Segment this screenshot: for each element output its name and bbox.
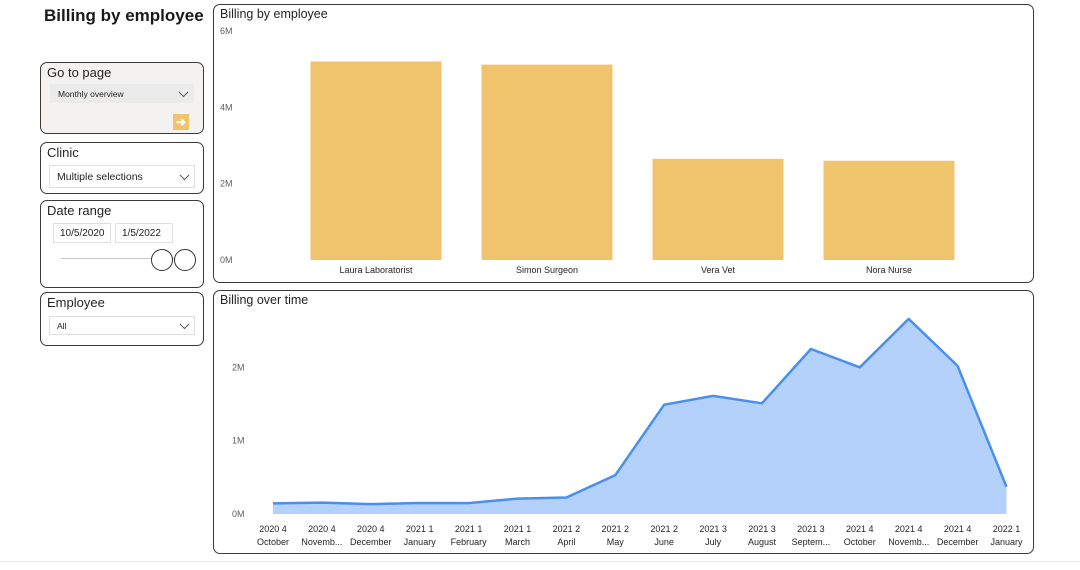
- area-chart-svg: 0M 1M 2M 2020 4 October 2020 4 Novemb... 2020 4…: [232, 317, 1023, 547]
- x-tick-label-period: 2020 4: [308, 524, 336, 534]
- y-tick-label: 2M: [220, 179, 233, 189]
- arrow-right-icon: ➔: [175, 115, 187, 129]
- series-line: [272, 317, 1008, 506]
- page-footer-divider: [0, 561, 1080, 562]
- y-tick-label: 2M: [232, 362, 245, 372]
- x-tick-label-month: January: [404, 537, 437, 547]
- x-tick-label: Laura Laboratorist: [339, 265, 413, 275]
- x-tick-label-month: March: [505, 537, 530, 547]
- x-tick-label-period: 2021 2: [553, 524, 581, 534]
- bar: [652, 158, 784, 260]
- x-tick-label-period: 2020 4: [259, 524, 287, 534]
- x-tick-label-period: 2021 2: [602, 524, 630, 534]
- x-tick-label-period: 2021 4: [846, 524, 874, 534]
- chevron-down-icon: [179, 318, 190, 329]
- bar: [823, 160, 955, 260]
- bar: [481, 64, 613, 260]
- billing-by-employee-chart: Billing by employee 0M 2M 4M 6M Laura Labora…: [213, 4, 1034, 283]
- bar: [310, 61, 442, 261]
- go-to-page-title: Go to page: [47, 65, 112, 80]
- x-tick-label-month: October: [844, 537, 876, 547]
- x-tick-label-period: 2021 4: [895, 524, 923, 534]
- y-tick-label: 0M: [232, 509, 245, 519]
- x-tick-label-month: December: [937, 537, 979, 547]
- go-to-page-button[interactable]: ➔: [173, 114, 189, 130]
- x-tick-label-period: 2021 3: [797, 524, 825, 534]
- x-tick-label-period: 2021 1: [504, 524, 532, 534]
- area-fill: [273, 318, 1007, 514]
- x-tick-label-period: 2021 4: [944, 524, 972, 534]
- employee-dropdown-value: All: [57, 320, 67, 331]
- page-dropdown-value: Monthly overview: [58, 88, 124, 99]
- employee-slicer: Employee All: [40, 292, 204, 346]
- x-tick-label-month: October: [257, 537, 289, 547]
- clinic-title: Clinic: [47, 145, 79, 160]
- clinic-slicer: Clinic Multiple selections: [40, 142, 204, 194]
- x-tick-label-month: Novemb...: [888, 537, 929, 547]
- x-tick-label-period: 2021 1: [406, 524, 434, 534]
- x-tick-label-month: May: [607, 537, 625, 547]
- x-tick-label-month: June: [654, 537, 674, 547]
- end-date-input[interactable]: 1/5/2022: [115, 223, 173, 243]
- x-tick-label-month: January: [990, 537, 1023, 547]
- x-tick-label-month: Novemb...: [301, 537, 342, 547]
- x-tick-label-period: 2022 1: [993, 524, 1021, 534]
- bar-chart-svg: 0M 2M 4M 6M Laura Laboratorist Simon Surgeon V…: [220, 26, 955, 275]
- x-tick-label-month: December: [350, 537, 392, 547]
- y-tick-label: 6M: [220, 26, 233, 36]
- bar-chart-title: Billing by employee: [220, 7, 328, 21]
- y-tick-label: 1M: [232, 436, 245, 446]
- area-chart-title: Billing over time: [220, 293, 309, 307]
- x-tick-label-month: Septem...: [792, 537, 831, 547]
- y-tick-label: 4M: [220, 102, 233, 112]
- employee-title: Employee: [47, 295, 105, 310]
- billing-over-time-chart: Billing over time 0M 1M 2M 2020 4 October 202…: [213, 290, 1034, 554]
- date-slider-end-handle[interactable]: [174, 249, 196, 271]
- page-title: Billing by employee: [44, 6, 204, 25]
- date-range-slicer: Date range 10/5/2020 1/5/2022: [40, 200, 204, 288]
- x-tick-label-month: July: [705, 537, 722, 547]
- x-tick-label-period: 2021 2: [650, 524, 678, 534]
- clinic-dropdown[interactable]: Multiple selections: [49, 165, 195, 188]
- go-to-page-card: Go to page Monthly overview ➔: [40, 62, 204, 134]
- x-tick-label-period: 2021 3: [748, 524, 776, 534]
- x-tick-label: Simon Surgeon: [516, 265, 578, 275]
- x-tick-label: Nora Nurse: [866, 265, 912, 275]
- x-tick-label-month: August: [748, 537, 777, 547]
- employee-dropdown[interactable]: All: [49, 316, 195, 335]
- x-tick-label-month: February: [451, 537, 488, 547]
- start-date-input[interactable]: 10/5/2020: [53, 223, 111, 243]
- x-tick-label-period: 2020 4: [357, 524, 385, 534]
- date-slider-track[interactable]: [61, 258, 181, 259]
- x-tick-label-period: 2021 1: [455, 524, 483, 534]
- x-tick-label-period: 2021 3: [699, 524, 727, 534]
- clinic-dropdown-value: Multiple selections: [57, 170, 143, 183]
- x-tick-label: Vera Vet: [701, 265, 736, 275]
- chevron-down-icon: [178, 86, 189, 97]
- page-dropdown[interactable]: Monthly overview: [50, 84, 194, 103]
- date-range-title: Date range: [47, 203, 112, 218]
- chevron-down-icon: [179, 169, 190, 180]
- x-tick-label-month: April: [557, 537, 575, 547]
- date-slider-start-handle[interactable]: [151, 249, 173, 271]
- y-tick-label: 0M: [220, 255, 233, 265]
